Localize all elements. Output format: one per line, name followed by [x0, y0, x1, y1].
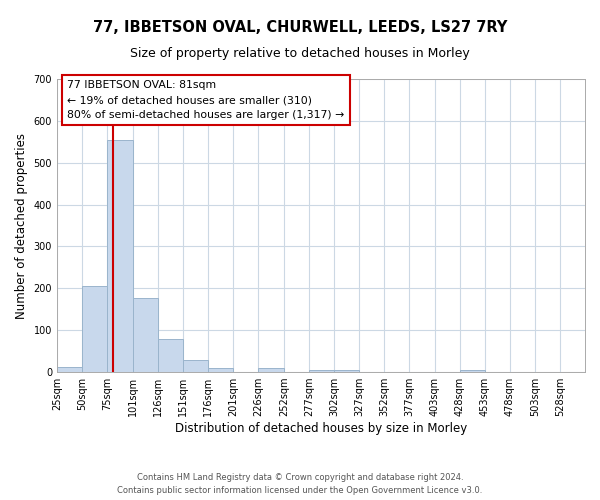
Bar [208, 368, 233, 372]
Bar [334, 370, 359, 372]
Text: Contains public sector information licensed under the Open Government Licence v3: Contains public sector information licen… [118, 486, 482, 495]
Bar [82, 286, 107, 372]
Bar [158, 340, 183, 372]
X-axis label: Distribution of detached houses by size in Morley: Distribution of detached houses by size … [175, 422, 467, 435]
Bar [258, 368, 284, 372]
Text: Contains HM Land Registry data © Crown copyright and database right 2024.: Contains HM Land Registry data © Crown c… [137, 472, 463, 482]
Text: 77, IBBETSON OVAL, CHURWELL, LEEDS, LS27 7RY: 77, IBBETSON OVAL, CHURWELL, LEEDS, LS27… [93, 20, 507, 35]
Text: Size of property relative to detached houses in Morley: Size of property relative to detached ho… [130, 48, 470, 60]
Bar [107, 140, 133, 372]
Bar [460, 370, 485, 372]
Bar [309, 370, 334, 372]
Bar [57, 367, 82, 372]
Bar [183, 360, 208, 372]
Text: 77 IBBETSON OVAL: 81sqm
← 19% of detached houses are smaller (310)
80% of semi-d: 77 IBBETSON OVAL: 81sqm ← 19% of detache… [67, 80, 345, 120]
Y-axis label: Number of detached properties: Number of detached properties [15, 132, 28, 318]
Bar [133, 298, 158, 372]
